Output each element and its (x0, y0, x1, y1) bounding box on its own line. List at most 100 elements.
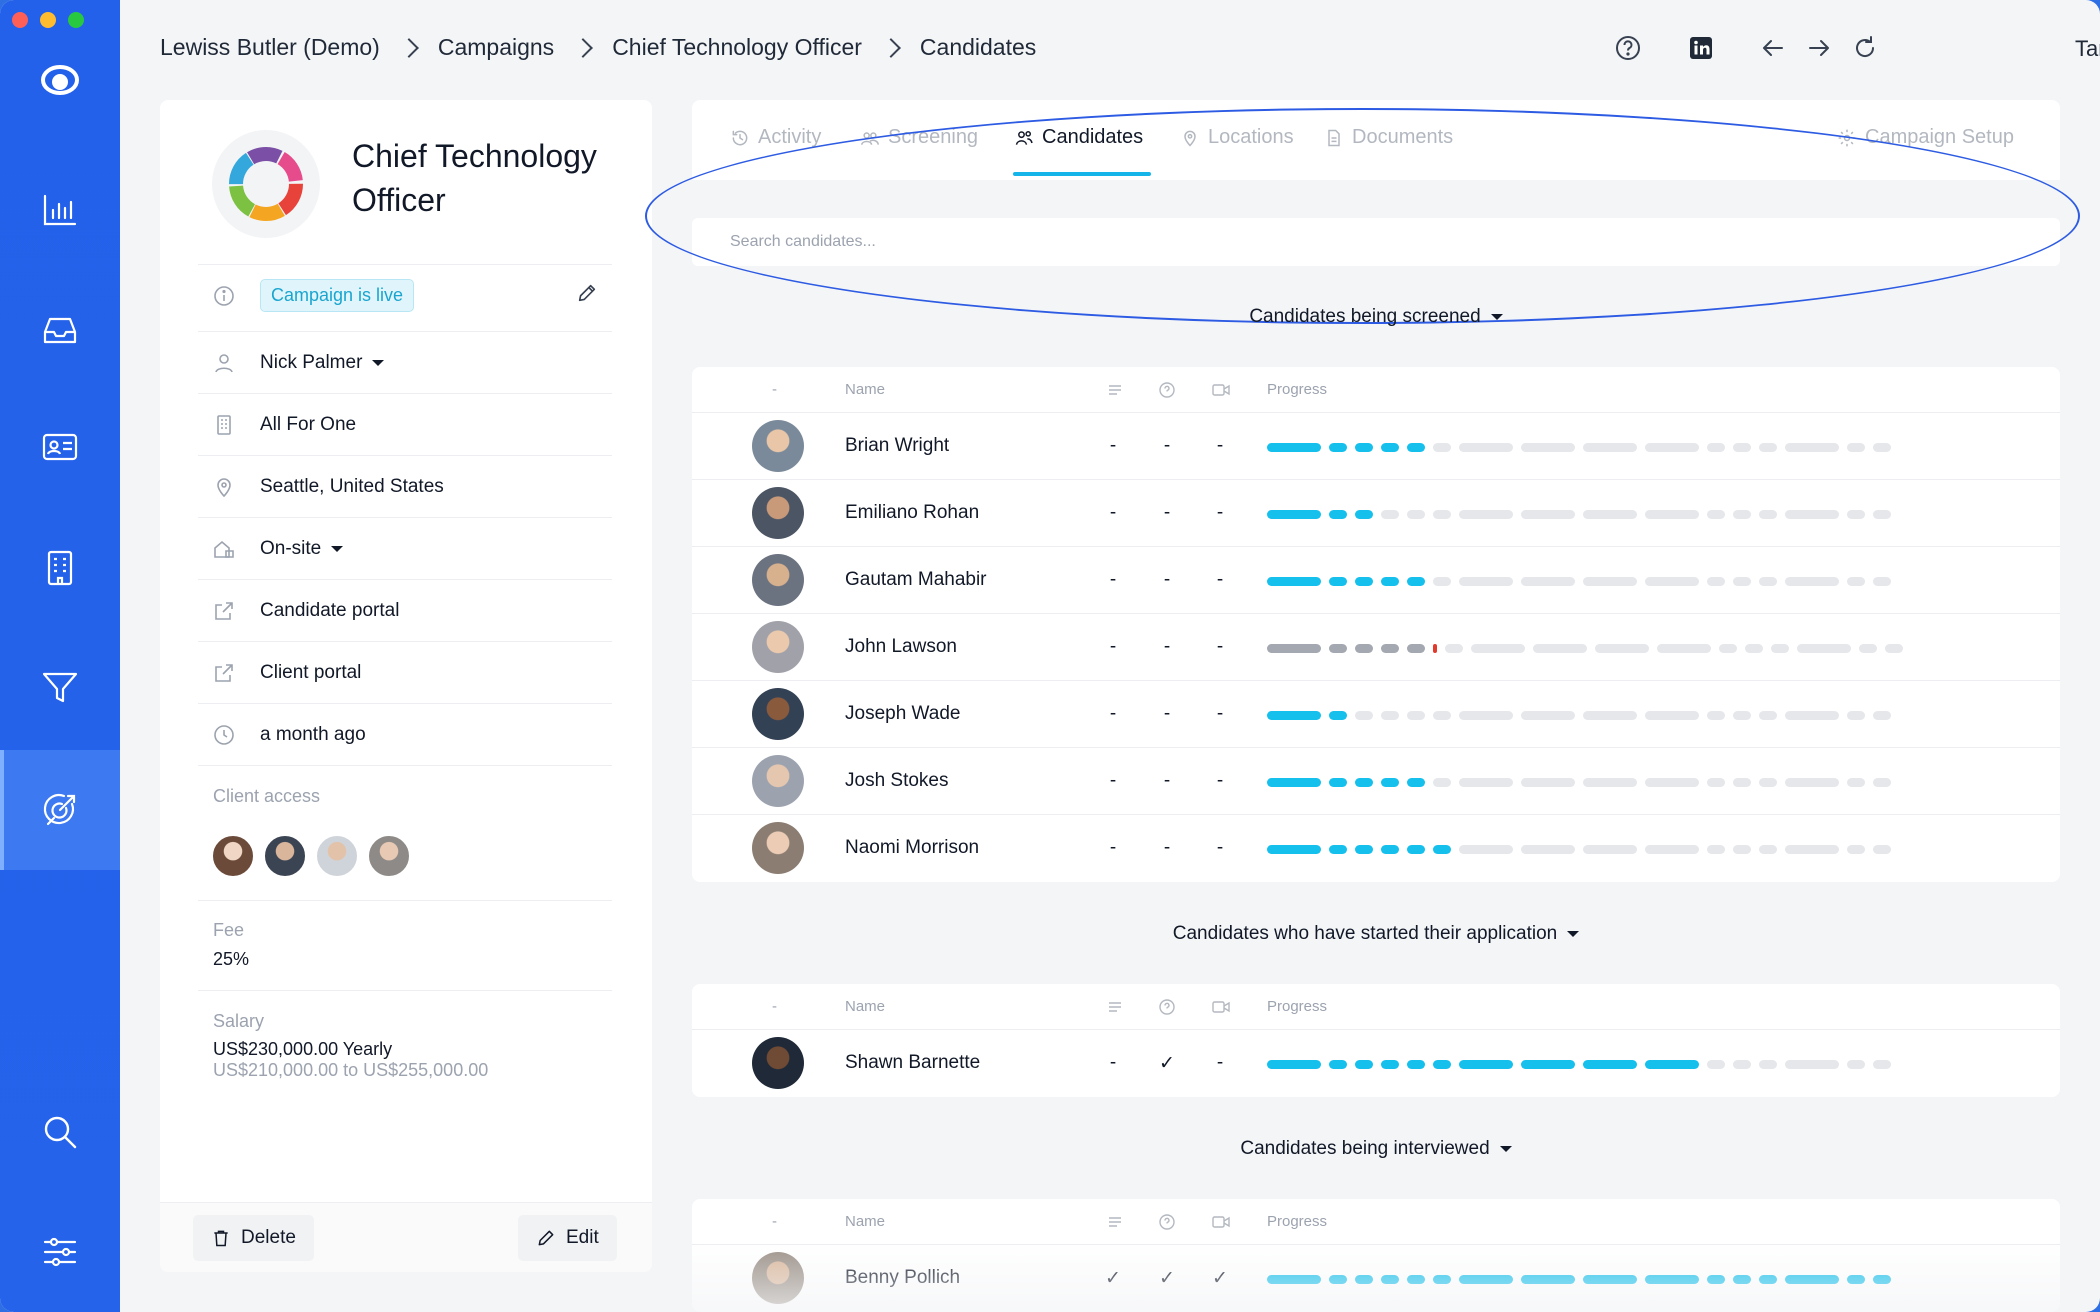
col-name[interactable]: Name (845, 1213, 886, 1230)
avatar[interactable] (367, 834, 411, 878)
table-row[interactable]: Brian Wright - - - (692, 413, 2060, 480)
group-title-started[interactable]: Candidates who have started their applic… (692, 923, 2060, 945)
arrow-left-icon[interactable] (1759, 34, 1787, 62)
table-row[interactable]: Shawn Barnette - ✓ - (692, 1030, 2060, 1097)
work-mode-row[interactable]: On-site (198, 517, 612, 579)
tab-locations[interactable]: Locations (1180, 126, 1294, 149)
sidebar-item-search[interactable] (0, 1072, 120, 1192)
salary-value: US$230,000.00 Yearly (213, 1039, 393, 1059)
client-portal-row[interactable]: Client portal (198, 641, 612, 703)
maximize-window-button[interactable] (68, 12, 84, 28)
tab-activity[interactable]: Activity (730, 126, 821, 149)
help-icon[interactable] (1614, 34, 1642, 62)
chevron-right-icon (573, 37, 594, 58)
candidate-avatar[interactable] (752, 1037, 804, 1089)
questionnaire-status: - (1163, 636, 1171, 657)
table-row[interactable]: Emiliano Rohan - - - (692, 480, 2060, 547)
sidebar-item-campaigns[interactable] (0, 750, 120, 870)
table-row[interactable]: Benny Pollich ✓ ✓ ✓ (692, 1245, 2060, 1312)
progress-segment (1355, 711, 1373, 720)
candidate-name[interactable]: Gautam Mahabir (845, 569, 987, 590)
refresh-icon[interactable] (1851, 34, 1879, 62)
candidate-name[interactable]: Joseph Wade (845, 703, 961, 724)
video-status: - (1216, 1052, 1224, 1073)
sidebar-item-filters[interactable] (0, 627, 120, 747)
progress-segment (1521, 711, 1575, 720)
close-window-button[interactable] (12, 12, 28, 28)
candidate-avatar[interactable] (752, 487, 804, 539)
candidate-avatar[interactable] (752, 554, 804, 606)
sidebar-item-settings[interactable] (0, 1192, 120, 1312)
candidate-portal-row[interactable]: Candidate portal (198, 579, 612, 641)
candidate-avatar[interactable] (752, 420, 804, 472)
table-row[interactable]: Gautam Mahabir - - - (692, 547, 2060, 614)
progress-segment (1707, 443, 1725, 452)
progress-segment (1521, 510, 1575, 519)
linkedin-icon[interactable] (1687, 34, 1715, 62)
progress-segment (1583, 1275, 1637, 1284)
avatar[interactable] (211, 834, 255, 878)
candidate-avatar[interactable] (752, 755, 804, 807)
progress-segment (1707, 1275, 1725, 1284)
table-row[interactable]: Naomi Morrison - - - (692, 815, 2060, 882)
progress-segment (1459, 845, 1513, 854)
progress-segment (1785, 1060, 1839, 1069)
avatar[interactable] (263, 834, 307, 878)
group-title-screened[interactable]: Candidates being screened (692, 306, 2060, 328)
sidebar-item-contacts[interactable] (0, 387, 120, 507)
table-row[interactable]: John Lawson - - - (692, 614, 2060, 681)
table-row[interactable]: Joseph Wade - - - (692, 681, 2060, 748)
candidate-portal-link[interactable]: Candidate portal (260, 599, 400, 621)
progress-segment (1785, 1275, 1839, 1284)
candidate-avatar[interactable] (752, 688, 804, 740)
fee-value: 25% (213, 949, 250, 969)
table-row[interactable]: Josh Stokes - - - (692, 748, 2060, 815)
candidate-name[interactable]: Shawn Barnette (845, 1052, 981, 1073)
owner-row[interactable]: Nick Palmer (198, 331, 612, 393)
candidate-name[interactable]: John Lawson (845, 636, 957, 657)
progress-segment (1873, 711, 1891, 720)
col-dash: - (772, 1213, 777, 1230)
video-icon (1212, 384, 1230, 396)
candidate-name[interactable]: Benny Pollich (845, 1267, 961, 1288)
questionnaire-status: - (1163, 502, 1171, 523)
tab-candidates-label: Candidates (1042, 126, 1144, 148)
candidate-avatar[interactable] (752, 621, 804, 673)
avatar[interactable] (315, 834, 359, 878)
breadcrumb-item-campaigns[interactable]: Campaigns (437, 34, 555, 60)
sidebar-item-inbox[interactable] (0, 270, 120, 390)
edit-status-icon[interactable] (576, 282, 598, 310)
sidebar-item-analytics[interactable] (0, 150, 120, 270)
tab-screening[interactable]: Screening (860, 126, 978, 149)
candidate-name[interactable]: Brian Wright (845, 435, 950, 456)
breadcrumb-item-job[interactable]: Chief Technology Officer (612, 34, 862, 60)
search-input[interactable] (692, 218, 2060, 266)
breadcrumb-item-company[interactable]: Lewiss Butler (Demo) (160, 34, 380, 60)
progress-segment (1459, 1060, 1513, 1069)
col-name[interactable]: Name (845, 998, 886, 1015)
candidate-name[interactable]: Josh Stokes (845, 770, 949, 791)
user-name[interactable]: Tam (2075, 36, 2100, 61)
app-logo[interactable] (0, 20, 120, 140)
tab-candidates[interactable]: Candidates (1014, 126, 1143, 149)
candidate-avatar[interactable] (752, 822, 804, 874)
arrow-right-icon[interactable] (1805, 34, 1833, 62)
group-title-interviewed[interactable]: Candidates being interviewed (692, 1138, 2060, 1160)
sidebar-item-companies[interactable] (0, 508, 120, 628)
edit-button[interactable]: Edit (518, 1215, 617, 1261)
candidate-avatar[interactable] (752, 1252, 804, 1304)
col-name[interactable]: Name (845, 381, 886, 398)
progress-segment (1381, 644, 1399, 653)
candidate-name[interactable]: Naomi Morrison (845, 837, 980, 858)
candidate-name[interactable]: Emiliano Rohan (845, 502, 980, 523)
progress-segment (1785, 845, 1839, 854)
progress-segment (1329, 443, 1347, 452)
client-portal-link[interactable]: Client portal (260, 661, 362, 683)
progress-segment (1645, 1275, 1699, 1284)
company-name: All For One (260, 413, 357, 435)
delete-button[interactable]: Delete (193, 1215, 314, 1261)
minimize-window-button[interactable] (40, 12, 56, 28)
tab-campaign-setup[interactable]: Campaign Setup (1837, 126, 2014, 149)
edit-button-label: Edit (566, 1227, 599, 1248)
tab-documents[interactable]: Documents (1324, 126, 1453, 149)
